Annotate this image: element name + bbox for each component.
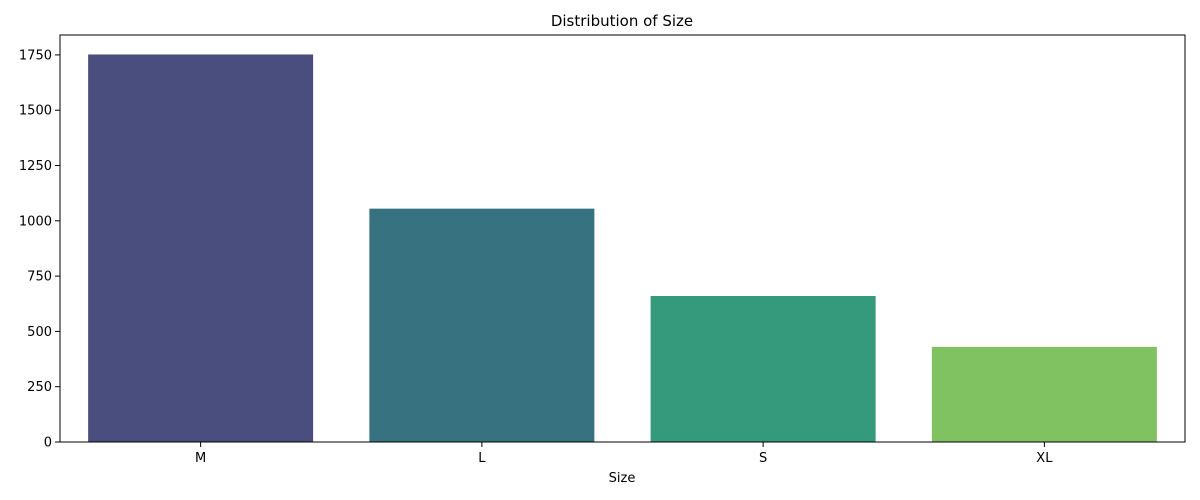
x-tick-label: XL: [1036, 451, 1053, 466]
y-tick-label: 1250: [19, 159, 52, 174]
bar-xl: [931, 346, 1157, 442]
y-tick-label: 1750: [19, 48, 52, 63]
x-tick-label: L: [478, 451, 486, 466]
y-tick-label: 1000: [19, 214, 52, 229]
y-tick-label: 250: [27, 380, 52, 395]
y-tick-label: 750: [27, 270, 52, 285]
bar-m: [88, 54, 314, 443]
x-axis-ticks: M L S XL: [195, 442, 1053, 466]
y-axis-ticks: 0 250 500 750 1000 1250 1500 1750: [19, 48, 60, 451]
x-tick-label: M: [195, 451, 206, 466]
x-tick-label: S: [759, 451, 767, 466]
y-tick-label: 0: [44, 436, 52, 451]
chart-title: Distribution of Size: [551, 12, 693, 30]
y-tick-label: 1500: [19, 104, 52, 119]
bar-s: [650, 296, 876, 442]
x-axis-label: Size: [609, 471, 636, 486]
bar-l: [369, 208, 595, 442]
y-tick-label: 500: [27, 325, 52, 340]
plot-frame: [59, 34, 1186, 443]
bars: [88, 54, 1157, 443]
